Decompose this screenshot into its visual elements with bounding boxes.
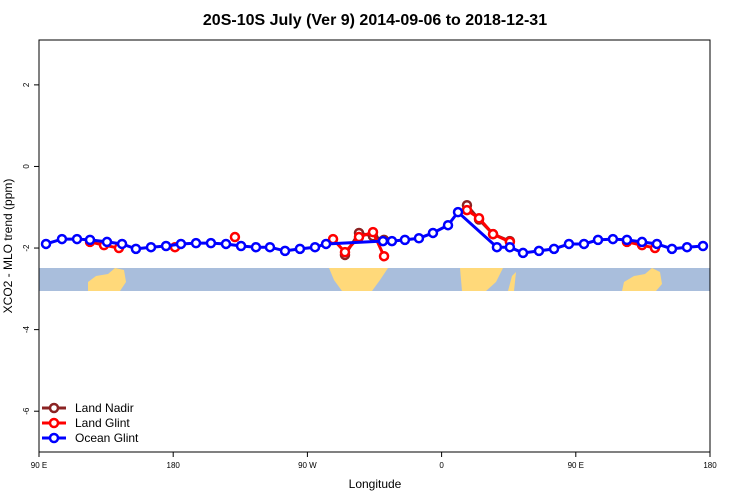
data-point bbox=[533, 245, 545, 257]
data-point bbox=[175, 238, 187, 250]
x-tick-label: 90 E bbox=[31, 461, 47, 470]
data-point bbox=[339, 246, 351, 258]
data-point bbox=[101, 236, 113, 248]
x-tick-label: 180 bbox=[167, 461, 181, 470]
data-point bbox=[452, 206, 464, 218]
data-point bbox=[220, 238, 232, 250]
data-point bbox=[681, 241, 693, 253]
data-point bbox=[190, 237, 202, 249]
data-point bbox=[367, 226, 379, 238]
data-point bbox=[378, 250, 390, 262]
data-point bbox=[56, 233, 68, 245]
data-point bbox=[116, 238, 128, 250]
data-point bbox=[487, 228, 499, 240]
data-point bbox=[666, 243, 678, 255]
data-point bbox=[517, 247, 529, 259]
data-point bbox=[461, 204, 473, 216]
data-point bbox=[413, 232, 425, 244]
x-tick-label: 180 bbox=[703, 461, 717, 470]
data-point bbox=[229, 231, 241, 243]
data-point bbox=[621, 234, 633, 246]
data-point bbox=[548, 243, 560, 255]
data-point bbox=[578, 238, 590, 250]
data-point bbox=[504, 241, 516, 253]
data-point bbox=[130, 243, 142, 255]
land-map bbox=[39, 268, 710, 291]
land-shape bbox=[622, 268, 662, 291]
data-point bbox=[84, 234, 96, 246]
data-point bbox=[427, 227, 439, 239]
legend-label: Ocean Glint bbox=[75, 431, 139, 445]
chart-title: 20S-10S July (Ver 9) 2014-09-06 to 2018-… bbox=[203, 12, 547, 29]
legend-marker bbox=[48, 402, 60, 414]
data-point bbox=[250, 241, 262, 253]
legend-label: Land Glint bbox=[75, 416, 130, 430]
legend-marker bbox=[48, 417, 60, 429]
y-tick-label: -2 bbox=[22, 244, 31, 252]
data-point bbox=[294, 243, 306, 255]
data-point bbox=[160, 240, 172, 252]
x-tick-label: 90 E bbox=[568, 461, 584, 470]
data-point bbox=[377, 235, 389, 247]
y-tick-label: 0 bbox=[22, 164, 31, 169]
data-point bbox=[386, 235, 398, 247]
data-point bbox=[235, 240, 247, 252]
x-axis-label: Longitude bbox=[349, 477, 402, 491]
data-point bbox=[399, 234, 411, 246]
data-point bbox=[264, 241, 276, 253]
data-point bbox=[592, 234, 604, 246]
land-shape bbox=[460, 268, 503, 291]
x-tick-label: 90 W bbox=[298, 461, 317, 470]
data-point bbox=[636, 236, 648, 248]
data-point bbox=[71, 233, 83, 245]
data-point bbox=[145, 241, 157, 253]
data-point bbox=[279, 245, 291, 257]
plot-frame bbox=[38, 39, 711, 453]
land-shape bbox=[508, 272, 516, 291]
data-point bbox=[205, 237, 217, 249]
data-point bbox=[697, 240, 709, 252]
land-shape bbox=[88, 268, 126, 291]
data-point bbox=[473, 213, 485, 224]
data-point bbox=[320, 238, 332, 250]
y-axis-label: XCO2 - MLO trend (ppm) bbox=[1, 179, 15, 314]
data-point bbox=[651, 238, 663, 250]
y-tick-label: 2 bbox=[22, 82, 31, 87]
data-point bbox=[491, 241, 503, 253]
data-point bbox=[607, 233, 619, 245]
land-shape bbox=[329, 268, 388, 291]
data-point bbox=[309, 241, 321, 253]
y-tick-label: -4 bbox=[22, 326, 31, 334]
data-point bbox=[353, 231, 365, 243]
data-point bbox=[563, 238, 575, 250]
x-tick-label: 0 bbox=[439, 461, 444, 470]
y-tick-label: -6 bbox=[22, 407, 31, 415]
data-point bbox=[442, 219, 454, 231]
legend-marker bbox=[48, 432, 60, 444]
data-point bbox=[40, 238, 52, 250]
legend-label: Land Nadir bbox=[75, 401, 134, 415]
